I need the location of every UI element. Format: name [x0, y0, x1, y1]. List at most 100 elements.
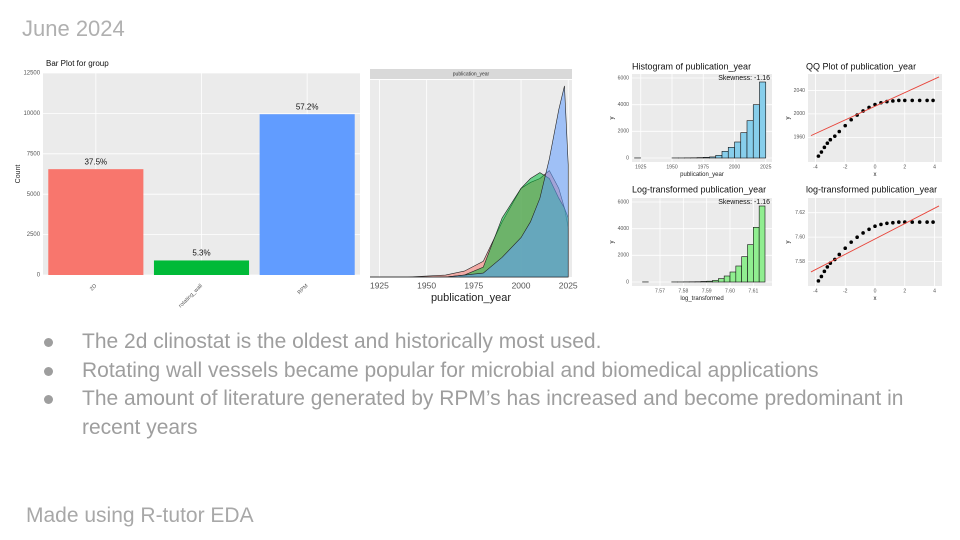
qq-point [849, 117, 853, 122]
x-tick-label: -4 [813, 165, 818, 171]
skewness-annotation: Skewness: -1.16 [718, 75, 770, 82]
qq-point [867, 227, 871, 232]
chart-title: Log-transformed publication_year [632, 184, 766, 194]
y-tick-label: 10000 [23, 111, 40, 117]
chart-title: log-transformed publication_year [806, 184, 937, 194]
histogram-bar [758, 205, 766, 283]
charts: Bar Plot for group 0 2500 5000 7500 10000 1250… [15, 59, 942, 309]
x-axis-label: log_transformed [680, 296, 723, 302]
y-tick-label: 0 [37, 273, 41, 279]
histogram-bar [718, 278, 725, 283]
histogram-bar [706, 280, 713, 283]
x-tick-label: RPM [297, 283, 310, 296]
qq-point [861, 231, 865, 235]
histogram-bar [747, 244, 754, 283]
x-tick-label: 2000 [512, 280, 531, 290]
histogram-bar [729, 271, 737, 283]
slide-title: June 2024 [22, 16, 125, 41]
y-tick-label: 2500 [27, 232, 41, 238]
y-axis-label: y [610, 117, 616, 120]
y-tick-label: 0 [626, 279, 629, 285]
qq-point [885, 221, 889, 226]
x-axis-label: x [874, 296, 877, 302]
qq-point [822, 145, 827, 150]
qq-point [822, 269, 827, 274]
qq-point [931, 98, 935, 103]
x-tick-label: 1975 [464, 280, 483, 290]
chart-title: Histogram of publication_year [632, 61, 751, 71]
y-tick-label: 7500 [27, 151, 41, 157]
qq-point [855, 235, 859, 240]
x-tick-label: 2 [903, 289, 906, 295]
y-tick-label: 7.62 [795, 210, 805, 216]
bullet: The amount of literature generated by RP… [40, 385, 940, 442]
histogram-bar [709, 156, 717, 159]
y-tick-label: 0 [626, 155, 629, 161]
qq-point [902, 98, 907, 103]
bar [259, 114, 355, 275]
y-tick-label: 6000 [618, 199, 629, 205]
qq-point [910, 220, 915, 224]
x-tick-label: 7.58 [678, 289, 688, 295]
histogram-bar [735, 265, 742, 283]
histogram-bar [723, 275, 731, 283]
qq-point [837, 129, 842, 134]
x-tick-label: -2 [843, 289, 848, 295]
qq-point [816, 154, 821, 158]
density-area [370, 85, 569, 278]
x-tick-label: 7.57 [655, 289, 665, 295]
bullet-list: The 2d clinostat is the oldest and histo… [40, 328, 940, 442]
qq-point [891, 99, 895, 103]
y-tick-label: 7.60 [795, 234, 805, 240]
qq-point [891, 220, 895, 225]
x-tick-label: 0 [874, 165, 877, 171]
x-tick-label: -2 [843, 165, 848, 171]
x-tick-label: 2025 [760, 165, 771, 171]
x-tick-label: 2000 [729, 165, 740, 171]
bar-annotation: 5.3% [192, 249, 210, 258]
x-tick-label: 1925 [370, 280, 389, 290]
x-tick-label: -4 [813, 289, 818, 295]
qq-point [925, 98, 929, 103]
y-tick-label: 6000 [618, 75, 629, 81]
bar-annotation: 57.2% [296, 102, 319, 111]
histogram-bar [753, 227, 760, 283]
x-tick-label: 2 [903, 165, 906, 171]
histogram-bar [759, 81, 767, 159]
x-tick-label: 2D [89, 283, 98, 292]
y-tick-label: 12500 [23, 71, 40, 77]
bar [153, 260, 250, 275]
qq-point [819, 150, 824, 154]
x-tick-label: 4 [933, 289, 936, 295]
x-tick-label: 1975 [698, 165, 709, 171]
qq-point [843, 246, 848, 251]
x-tick-label: 7.60 [725, 289, 735, 295]
histogram-bar [740, 132, 748, 159]
qq-point [833, 134, 837, 138]
reference-line [810, 205, 940, 273]
bar-annotation: 37.5% [84, 157, 107, 166]
y-axis-label: y [786, 241, 792, 244]
histogram-bar [721, 151, 729, 159]
bar [48, 169, 144, 275]
bullet: The 2d clinostat is the oldest and histo… [40, 328, 940, 357]
y-tick-label: 5000 [27, 192, 41, 198]
x-tick-label: 7.61 [748, 289, 758, 295]
qq-point [931, 220, 935, 224]
x-tick-label: 1925 [635, 165, 646, 171]
y-tick-label: 2040 [794, 88, 805, 94]
qq-point [925, 220, 929, 224]
qq-point [819, 274, 824, 279]
chart-title: QQ Plot of publication_year [806, 61, 916, 71]
x-tick-label: 2025 [559, 280, 578, 290]
reference-line [810, 76, 940, 137]
qq-point [917, 220, 922, 224]
bullet: Rotating wall vessels became popular for… [40, 357, 940, 386]
y-tick-label: 2000 [794, 111, 805, 117]
qq-point [873, 224, 877, 229]
x-tick-label: 7.59 [702, 289, 712, 295]
y-axis-label: y [610, 241, 616, 244]
x-axis-label: publication_year [431, 292, 511, 304]
qq-point [825, 141, 830, 146]
